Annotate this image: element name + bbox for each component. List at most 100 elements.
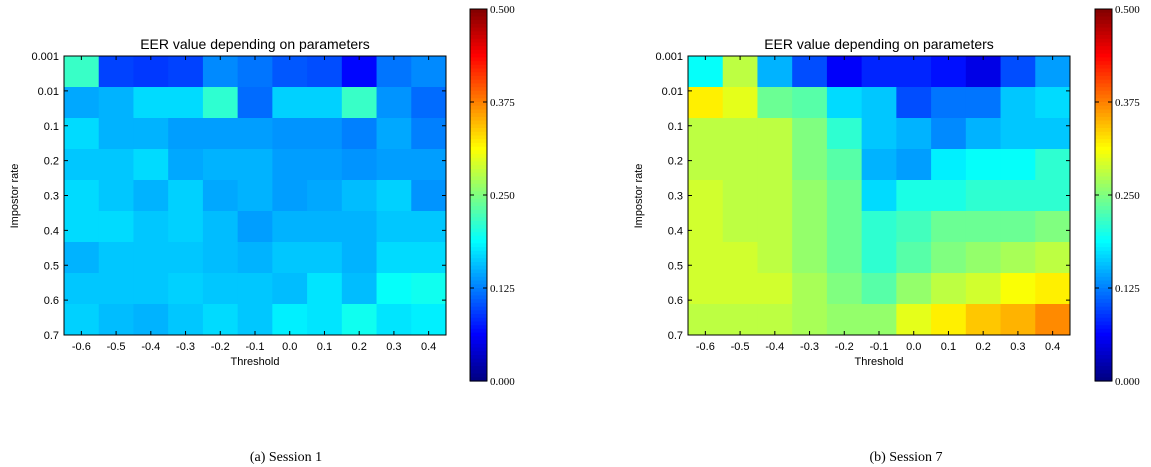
colorbar-segment [470, 157, 487, 163]
colorbar-segment [470, 273, 487, 278]
heatmap-cell [168, 304, 204, 336]
colorbar-segment [1095, 38, 1112, 44]
heatmap-cell [792, 118, 828, 150]
y-tick-label: 0.2 [668, 156, 683, 168]
heatmap-cell [792, 211, 828, 243]
colorbar-segment [470, 221, 487, 226]
colorbar-segment [1095, 142, 1112, 148]
heatmap-cell [202, 149, 239, 181]
figure-caption: (a) Session 1 [250, 450, 322, 465]
colorbar-tick-label: 0.375 [490, 97, 515, 109]
colorbar-segment [470, 336, 487, 341]
heatmap-cell [376, 211, 412, 243]
heatmap-cell [965, 242, 1002, 274]
heatmap-cell [931, 118, 967, 150]
colorbar-segment [1095, 109, 1112, 114]
colorbar-segment [1095, 124, 1112, 129]
colorbar-segment [470, 377, 487, 382]
colorbar-segment [470, 354, 487, 360]
heatmap-cell [411, 56, 447, 88]
y-axis-ticks: 0.001 0.01 0.1 0.2 0.3 0.4 0.5 0.6 0.7 [31, 51, 446, 342]
y-tick-label: 0.1 [44, 121, 59, 133]
heatmap-cell [1000, 149, 1036, 181]
heatmap-cell [965, 118, 1002, 150]
colorbar-segment [470, 90, 487, 96]
colorbar: 0.000 0.125 0.250 0.375 0.500 [1094, 4, 1140, 388]
x-tick-label: 0.3 [386, 341, 401, 353]
heatmap-cell [861, 273, 897, 305]
colorbar-segment [1095, 27, 1112, 32]
colorbar-segment [470, 332, 487, 337]
colorbar-segment [470, 12, 487, 18]
colorbar-segment [470, 317, 487, 323]
colorbar-segment [470, 46, 487, 51]
colorbar-segment [470, 87, 487, 92]
heatmap-cell [722, 211, 758, 243]
heatmap-cell [64, 180, 100, 212]
colorbar-segment [470, 75, 487, 81]
colorbar-segment [1095, 172, 1112, 177]
heatmap-cell [1000, 180, 1036, 212]
y-tick-label: 0.4 [668, 225, 683, 237]
heatmap-cell [98, 304, 134, 336]
y-tick-label: 0.1 [668, 121, 683, 133]
heatmap-cell [1035, 87, 1071, 119]
chart-panel-a: EER value depending on parameters -0.6 -0… [9, 4, 515, 465]
heatmap-cell [1035, 149, 1071, 181]
colorbar-segment [1095, 57, 1112, 62]
colorbar-segment [1095, 128, 1112, 133]
heatmap-cell [757, 273, 793, 305]
colorbar-segment [470, 38, 487, 44]
colorbar-segment [470, 258, 487, 263]
colorbar-segment [470, 288, 487, 293]
heatmap-cell [792, 87, 828, 119]
heatmap-cell [272, 87, 308, 119]
colorbar-segment [1095, 83, 1112, 88]
heatmap-cell [688, 180, 724, 212]
heatmap-cell [133, 211, 169, 243]
colorbar-segment [470, 206, 487, 211]
colorbar-segment [470, 16, 487, 21]
heatmap-cell [688, 118, 724, 150]
colorbar-segment [470, 79, 487, 84]
heatmap-cell [168, 211, 204, 243]
colorbar-segment [470, 187, 487, 192]
colorbar-segment [1095, 195, 1112, 200]
heatmap-cell [1035, 242, 1071, 274]
heatmap-cell [237, 56, 273, 88]
x-tick-label: -0.1 [870, 341, 889, 353]
colorbar-segment [470, 314, 487, 319]
heatmap-cell [931, 273, 967, 305]
colorbar-segment [470, 176, 487, 181]
colorbar-segment [470, 64, 487, 70]
heatmap-cell [861, 149, 897, 181]
colorbar-segment [1095, 49, 1112, 55]
heatmap-cell [237, 118, 273, 150]
colorbar-segment [1095, 291, 1112, 297]
colorbar-segment [1095, 90, 1112, 96]
colorbar-segment [1095, 347, 1112, 352]
heatmap-cell [1000, 304, 1036, 336]
colorbar-segment [1095, 235, 1112, 241]
colorbar-segment [470, 35, 487, 40]
heatmap-cell [202, 273, 239, 305]
heatmap-cell [341, 304, 378, 336]
heatmap-cell [896, 56, 932, 88]
y-tick-label: 0.001 [655, 51, 683, 63]
heatmap-cell [792, 304, 828, 336]
heatmap-cell [341, 242, 378, 274]
colorbar-segment [470, 154, 487, 159]
colorbar-segment [1095, 9, 1112, 14]
colorbar-segment [470, 139, 487, 144]
colorbar-segment [470, 306, 487, 311]
colorbar-segment [1095, 120, 1112, 125]
colorbar-segment [1095, 295, 1112, 300]
colorbar-segment [470, 209, 487, 215]
colorbar-tick-label: 0.500 [490, 4, 515, 16]
colorbar-segment [1095, 72, 1112, 77]
heatmap-cell [64, 211, 100, 243]
heatmap-cell [965, 87, 1002, 119]
heatmap-cell [341, 211, 378, 243]
colorbar-segment [470, 269, 487, 274]
heatmap-cell [792, 149, 828, 181]
